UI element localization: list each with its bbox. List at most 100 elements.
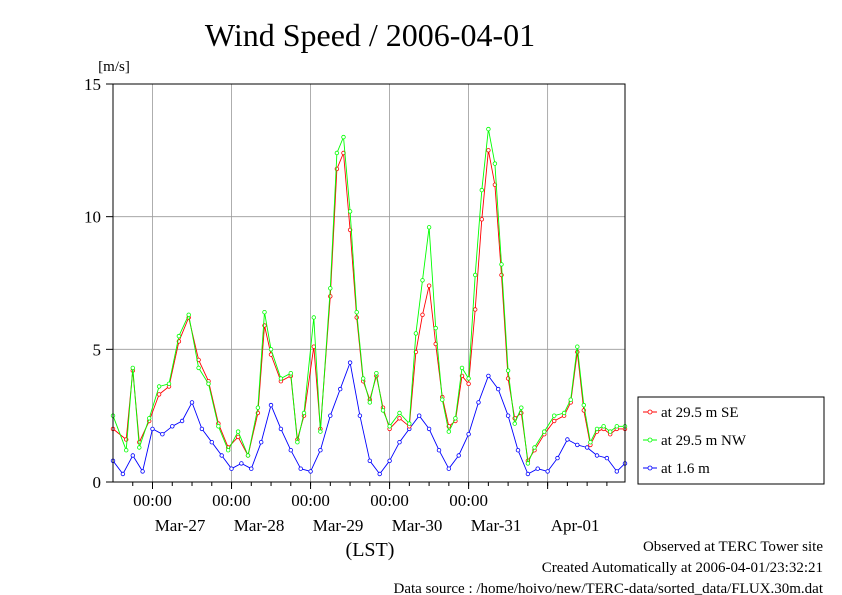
data-point [426, 426, 432, 432]
data-point [440, 397, 445, 402]
plot-frame [112, 83, 626, 483]
data-point [255, 405, 261, 410]
data-point [318, 429, 323, 434]
data-point [189, 400, 195, 405]
data-point [492, 161, 498, 166]
data-point [476, 400, 481, 405]
data-point [160, 432, 165, 437]
data-point [420, 312, 425, 317]
data-point [420, 278, 425, 283]
data-point [123, 448, 129, 453]
data-point [229, 466, 234, 471]
data-point [532, 445, 537, 450]
series-0 [110, 148, 628, 463]
data-point [473, 307, 478, 312]
x-date-label: Mar-27 [155, 516, 206, 535]
data-point [397, 440, 402, 445]
data-point [259, 440, 264, 445]
x-date-label: Mar-31 [471, 516, 522, 535]
data-point [417, 413, 422, 418]
data-point [288, 448, 293, 453]
data-point [166, 381, 172, 386]
data-point [552, 413, 557, 418]
x-date-label: Apr-01 [551, 516, 600, 535]
x-date-label: Mar-28 [234, 516, 285, 535]
y-tick-label: 10 [84, 208, 101, 227]
data-point [594, 453, 600, 458]
data-point [278, 376, 284, 381]
data-point [130, 365, 135, 371]
data-point [446, 429, 451, 434]
data-point [137, 445, 142, 450]
data-point [466, 381, 471, 386]
data-point [140, 469, 145, 474]
data-point [512, 421, 517, 426]
data-point [262, 310, 267, 315]
data-point [545, 469, 550, 474]
x-axis-ticks: 00:00 00:00 00:00 00:00 00:00 Mar-27 Mar-28 Mar… [132, 482, 608, 535]
x-tick-time-label: 00:00 [133, 491, 172, 510]
legend: at 29.5 m SE at 29.5 m NW at 1.6 m [637, 396, 825, 485]
data-point [584, 445, 590, 450]
data-point [170, 424, 175, 429]
data-point [219, 453, 224, 458]
data-point [209, 440, 214, 445]
data-point [249, 466, 254, 471]
data-point [496, 386, 501, 392]
data-point [156, 384, 162, 389]
y-tick-label: 0 [93, 473, 102, 492]
data-point [525, 461, 531, 466]
y-axis-ticks: 0 5 10 15 [84, 75, 113, 492]
data-point [505, 413, 511, 418]
data-point [561, 410, 567, 416]
data-point [380, 408, 386, 413]
series-line [112, 128, 625, 464]
data-point [347, 360, 353, 365]
data-point [397, 410, 402, 416]
legend-label: at 1.6 m [661, 461, 710, 477]
data-point [505, 368, 511, 373]
data-point [301, 410, 307, 416]
data-point [268, 402, 274, 408]
data-point [459, 365, 465, 371]
data-point [338, 386, 343, 392]
data-point [367, 458, 372, 463]
data-point [361, 376, 366, 381]
y-tick-label: 15 [84, 75, 101, 94]
data-point [334, 150, 340, 156]
data-point [235, 429, 241, 434]
data-point [588, 440, 593, 445]
data-point [156, 392, 162, 397]
data-point [328, 413, 333, 418]
data-point [278, 426, 284, 432]
data-point [318, 448, 323, 453]
data-point [594, 426, 600, 432]
legend-marker [647, 437, 653, 443]
data-point [453, 416, 458, 421]
data-point [130, 453, 135, 458]
data-point [614, 469, 619, 474]
data-point [479, 217, 484, 222]
data-point [499, 262, 504, 267]
x-tick-time-label: 00:00 [370, 491, 409, 510]
data-point [374, 371, 379, 376]
data-point [225, 448, 231, 453]
data-point [426, 225, 432, 230]
data-point [446, 466, 451, 471]
data-point [347, 209, 353, 214]
data-point [552, 418, 557, 424]
data-point [515, 448, 521, 453]
data-point [298, 466, 303, 471]
legend-marker [647, 465, 653, 471]
data-point [436, 448, 442, 453]
data-point [614, 424, 619, 429]
legend-box [637, 396, 825, 485]
data-point [150, 426, 155, 432]
x-date-label: Mar-30 [392, 516, 443, 535]
grid-lines [113, 84, 625, 482]
data-point [186, 312, 191, 317]
data-point [288, 371, 293, 376]
data-point [357, 413, 363, 418]
series-line [112, 149, 625, 462]
